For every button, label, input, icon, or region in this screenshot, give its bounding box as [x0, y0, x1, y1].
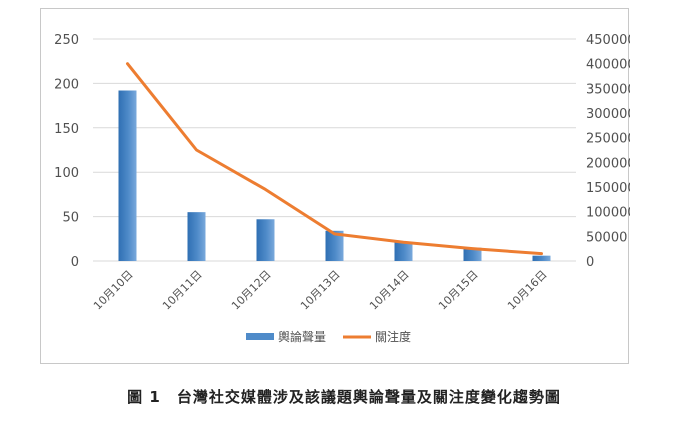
bar [325, 230, 344, 261]
left-tick-label: 50 [62, 211, 79, 226]
left-tick-label: 150 [54, 122, 79, 137]
x-tick-label: 10月11日 [160, 268, 205, 313]
line-series [126, 62, 543, 256]
bar [532, 255, 551, 261]
chart-frame: 0 50 100 150 200 250 0 50000 100000 150000 200000… [40, 8, 630, 364]
bar [463, 247, 482, 261]
x-tick-label: 10月16日 [505, 268, 550, 313]
bar [256, 219, 275, 261]
x-axis-ticks: 10月10日 10月11日 10月12日 10月13日 10月14日 10月15日 10月1… [91, 268, 550, 313]
right-tick-label: 0 [586, 255, 594, 270]
bar [394, 242, 413, 261]
x-tick-label: 10月12日 [229, 268, 274, 313]
x-tick-label: 10月14日 [367, 268, 412, 313]
left-axis-ticks: 0 50 100 150 200 250 [54, 33, 79, 270]
right-tick-label: 150000 [586, 181, 630, 196]
gridlines [93, 38, 576, 262]
combo-chart: 0 50 100 150 200 250 0 50000 100000 150000 200000… [54, 33, 630, 344]
right-tick-label: 50000 [586, 230, 627, 245]
legend-bar-swatch [246, 333, 274, 340]
legend-line-label: 關注度 [375, 329, 411, 344]
bar [118, 90, 137, 261]
right-tick-label: 100000 [586, 206, 630, 221]
bar-series [118, 90, 551, 261]
left-tick-label: 250 [54, 33, 79, 48]
right-tick-label: 300000 [586, 107, 630, 122]
bar [187, 212, 206, 261]
x-tick-label: 10月13日 [298, 268, 343, 313]
right-axis-ticks: 0 50000 100000 150000 200000 250000 300000 3500… [586, 33, 630, 270]
right-tick-label: 450000 [586, 33, 630, 48]
right-tick-label: 350000 [586, 82, 630, 97]
left-tick-label: 0 [71, 255, 79, 270]
left-tick-label: 100 [54, 166, 79, 181]
figure-caption: 圖 1 台灣社交媒體涉及該議題輿論聲量及關注度變化趨勢圖 [127, 388, 561, 406]
right-tick-label: 200000 [586, 156, 630, 171]
x-tick-label: 10月10日 [91, 268, 136, 313]
right-tick-label: 250000 [586, 132, 630, 147]
legend: 輿論聲量 關注度 [246, 329, 411, 344]
left-tick-label: 200 [54, 77, 79, 92]
legend-bar-label: 輿論聲量 [278, 329, 326, 344]
right-tick-label: 400000 [586, 58, 630, 73]
x-tick-label: 10月15日 [436, 268, 481, 313]
